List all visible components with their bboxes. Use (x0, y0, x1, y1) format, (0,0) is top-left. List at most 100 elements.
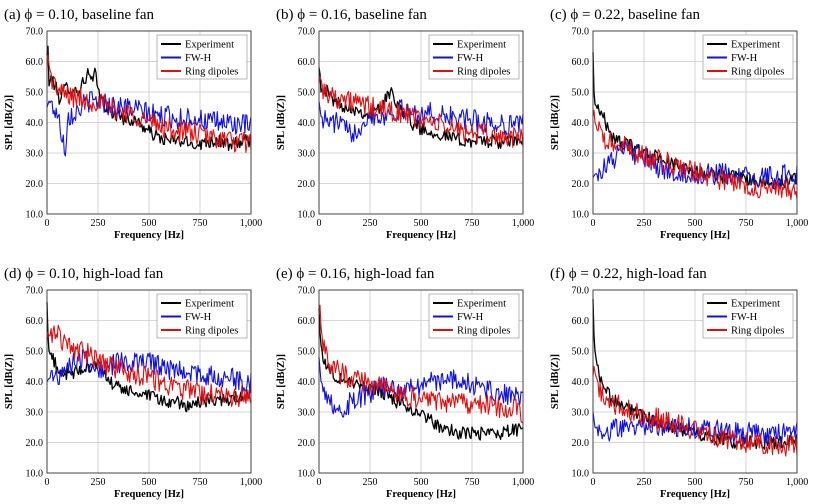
legend: Experiment FW-H Ring dipoles (428, 34, 520, 80)
series-line-experiment (46, 302, 252, 413)
plot-frame (592, 289, 798, 474)
x-axis-label: Frequency [Hz] (114, 230, 184, 241)
panel-title: (a) ϕ = 0.10, baseline fan (4, 7, 155, 23)
legend-label: Experiment (457, 299, 506, 310)
x-tick-label: 250 (637, 477, 652, 488)
y-tick-label: 20.0 (298, 179, 316, 190)
y-tick-label: 60.0 (572, 316, 590, 327)
series-line-fw-h (318, 357, 524, 418)
y-tick-label: 30.0 (298, 408, 316, 419)
y-tick-label: 50.0 (298, 347, 316, 358)
y-tick-label: 40.0 (26, 377, 44, 388)
panel-title: (f) ϕ = 0.22, high-load fan (550, 266, 707, 282)
legend-label: Ring dipoles (457, 326, 510, 337)
y-tick-label: 20.0 (26, 179, 44, 190)
plot-frame (46, 289, 252, 474)
y-tick-label: 60.0 (26, 57, 44, 68)
x-tick-label: 750 (193, 477, 208, 488)
x-axis-label: Frequency [Hz] (660, 230, 730, 241)
chart-panel-c: (c) ϕ = 0.22, baseline fan 10.0 20.0 30.0 40… (550, 7, 808, 241)
panel-title: (b) ϕ = 0.16, baseline fan (276, 7, 427, 23)
x-tick-label: 1,000 (786, 218, 809, 229)
x-tick-label: 1,000 (512, 218, 535, 229)
x-tick-label: 250 (91, 477, 106, 488)
y-tick-label: 30.0 (26, 149, 44, 160)
legend-label: FW-H (731, 312, 758, 323)
legend-label: Experiment (731, 40, 780, 51)
panel-title: (c) ϕ = 0.22, baseline fan (550, 7, 701, 23)
series-line-ring-dipoles (46, 324, 252, 408)
y-tick-label: 20.0 (26, 438, 44, 449)
y-tick-label: 30.0 (572, 149, 590, 160)
y-tick-label: 50.0 (572, 347, 590, 358)
y-tick-label: 70.0 (298, 286, 316, 297)
legend-label: Ring dipoles (185, 326, 238, 337)
legend-label: Experiment (185, 299, 234, 310)
x-tick-label: 250 (363, 218, 378, 229)
y-axis-label: SPL [dB(Z)] (4, 95, 15, 150)
x-tick-label: 500 (688, 477, 703, 488)
y-tick-label: 70.0 (26, 27, 44, 38)
x-tick-label: 1,000 (786, 477, 809, 488)
legend-label: Ring dipoles (185, 67, 238, 78)
y-tick-label: 70.0 (26, 286, 44, 297)
y-tick-label: 70.0 (298, 27, 316, 38)
legend-label: FW-H (185, 53, 212, 64)
y-tick-label: 40.0 (298, 377, 316, 388)
series-line-experiment (592, 52, 798, 191)
x-tick-label: 250 (91, 218, 106, 229)
y-axis-label: SPL [dB(Z)] (276, 95, 287, 150)
legend-label: Ring dipoles (457, 67, 510, 78)
plot-frame (592, 30, 798, 215)
chart-panel-b: (b) ϕ = 0.16, baseline fan 10.0 20.0 30.0 40… (276, 7, 534, 241)
panel-title: (e) ϕ = 0.16, high-load fan (276, 266, 435, 282)
series-line-ring-dipoles (318, 304, 524, 424)
series-line-ring-dipoles (46, 54, 252, 153)
y-tick-label: 50.0 (26, 88, 44, 99)
x-tick-label: 500 (688, 218, 703, 229)
y-axis-label: SPL [dB(Z)] (4, 354, 15, 409)
legend-label: Experiment (185, 40, 234, 51)
y-tick-label: 40.0 (26, 118, 44, 129)
series-line-fw-h (592, 411, 798, 445)
x-tick-label: 750 (193, 218, 208, 229)
y-tick-label: 60.0 (26, 316, 44, 327)
x-tick-label: 1,000 (240, 477, 263, 488)
y-tick-label: 10.0 (572, 210, 590, 221)
x-tick-label: 0 (317, 218, 322, 229)
y-tick-label: 20.0 (572, 179, 590, 190)
legend: Experiment FW-H Ring dipoles (702, 34, 794, 80)
series-line-fw-h (46, 91, 252, 157)
legend-label: FW-H (457, 312, 484, 323)
y-tick-label: 70.0 (572, 27, 590, 38)
y-tick-label: 70.0 (572, 286, 590, 297)
y-tick-label: 30.0 (298, 149, 316, 160)
x-tick-label: 1,000 (512, 477, 535, 488)
legend: Experiment FW-H Ring dipoles (702, 293, 794, 339)
y-tick-label: 40.0 (298, 118, 316, 129)
x-tick-label: 500 (414, 218, 429, 229)
plot-frame (318, 30, 524, 215)
y-tick-label: 10.0 (298, 469, 316, 480)
series-line-fw-h (318, 99, 524, 143)
x-tick-label: 250 (363, 477, 378, 488)
chart-panel-e: (e) ϕ = 0.16, high-load fan 10.0 20.0 30.0 4… (276, 266, 534, 500)
y-tick-label: 20.0 (298, 438, 316, 449)
x-tick-label: 750 (465, 477, 480, 488)
legend-label: FW-H (457, 53, 484, 64)
x-tick-label: 250 (637, 218, 652, 229)
y-tick-label: 10.0 (572, 469, 590, 480)
y-tick-label: 10.0 (298, 210, 316, 221)
y-tick-label: 60.0 (572, 57, 590, 68)
y-tick-label: 40.0 (572, 118, 590, 129)
panel-title: (d) ϕ = 0.10, high-load fan (4, 266, 164, 282)
legend: Experiment FW-H Ring dipoles (428, 293, 520, 339)
series-line-ring-dipoles (592, 365, 798, 457)
legend: Experiment FW-H Ring dipoles (156, 34, 248, 80)
y-tick-label: 60.0 (298, 316, 316, 327)
y-axis-label: SPL [dB(Z)] (550, 354, 561, 409)
x-axis-label: Frequency [Hz] (114, 489, 184, 500)
y-tick-label: 40.0 (572, 377, 590, 388)
x-tick-label: 500 (414, 477, 429, 488)
